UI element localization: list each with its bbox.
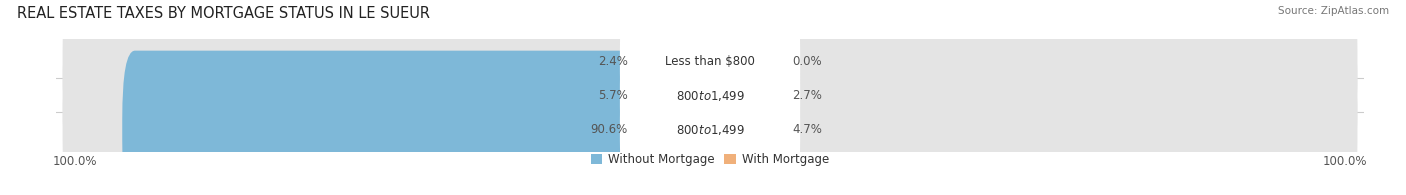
- FancyBboxPatch shape: [620, 0, 800, 147]
- FancyBboxPatch shape: [682, 0, 723, 140]
- FancyBboxPatch shape: [697, 51, 752, 195]
- FancyBboxPatch shape: [697, 16, 740, 175]
- Text: REAL ESTATE TAXES BY MORTGAGE STATUS IN LE SUEUR: REAL ESTATE TAXES BY MORTGAGE STATUS IN …: [17, 6, 430, 21]
- Text: 5.7%: 5.7%: [598, 89, 627, 102]
- Text: 4.7%: 4.7%: [793, 123, 823, 136]
- Text: 2.7%: 2.7%: [793, 89, 823, 102]
- FancyBboxPatch shape: [122, 51, 723, 195]
- FancyBboxPatch shape: [76, 79, 1344, 112]
- FancyBboxPatch shape: [63, 51, 1357, 195]
- FancyBboxPatch shape: [620, 44, 800, 195]
- Text: Source: ZipAtlas.com: Source: ZipAtlas.com: [1278, 6, 1389, 16]
- Legend: Without Mortgage, With Mortgage: Without Mortgage, With Mortgage: [586, 149, 834, 171]
- FancyBboxPatch shape: [63, 0, 1357, 140]
- Text: $800 to $1,499: $800 to $1,499: [675, 89, 745, 103]
- FancyBboxPatch shape: [661, 16, 723, 175]
- FancyBboxPatch shape: [620, 10, 800, 182]
- Text: 0.0%: 0.0%: [793, 55, 823, 68]
- FancyBboxPatch shape: [76, 113, 1344, 147]
- FancyBboxPatch shape: [63, 16, 1357, 175]
- Text: 90.6%: 90.6%: [591, 123, 627, 136]
- FancyBboxPatch shape: [76, 44, 1344, 78]
- Text: 2.4%: 2.4%: [598, 55, 627, 68]
- Text: Less than $800: Less than $800: [665, 55, 755, 68]
- Text: $800 to $1,499: $800 to $1,499: [675, 123, 745, 137]
